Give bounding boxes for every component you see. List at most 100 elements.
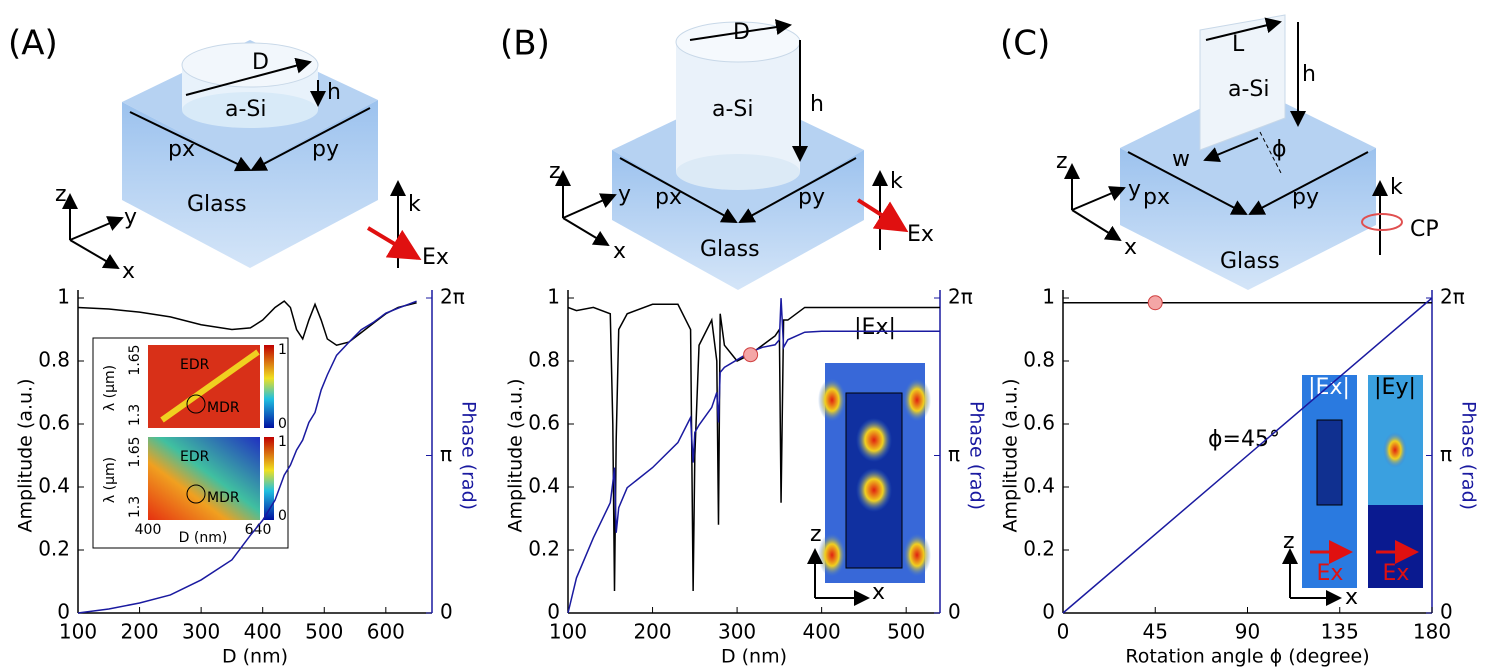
panel-label: (A): [8, 24, 58, 64]
inset-label: 400: [135, 522, 162, 538]
inset-label: λ (μm): [102, 457, 118, 503]
label: a-Si: [712, 97, 754, 122]
x-tick-label: 100: [59, 620, 97, 644]
y-axis-label: Amplitude (a.u.): [505, 379, 527, 533]
x-tick-label: 400: [244, 620, 282, 644]
y2-tick-label: 2π: [948, 285, 973, 309]
label: a-Si: [1228, 77, 1270, 102]
y-axis-label: Amplitude (a.u.): [15, 379, 37, 533]
label: Glass: [700, 237, 760, 262]
inset-label: |Ex|: [854, 315, 896, 340]
y-tick-label: 0: [57, 600, 70, 624]
label: ϕ: [1272, 137, 1287, 162]
label: k: [890, 169, 903, 194]
label: z: [55, 182, 67, 207]
y2-tick-label: π: [440, 442, 452, 466]
y-tick-label: 1: [1042, 285, 1055, 309]
y-tick-label: 0.6: [38, 411, 70, 435]
y-axis-label: Amplitude (a.u.): [1000, 379, 1022, 533]
label: h: [327, 80, 341, 105]
inset-label: MDR: [207, 490, 240, 506]
label: x: [1124, 235, 1137, 260]
diagrams: [62, 14, 1423, 606]
y2-tick-label: π: [948, 442, 960, 466]
highlight-marker: [743, 347, 759, 363]
label: Glass: [1220, 249, 1280, 274]
inset-label: MDR: [207, 400, 240, 416]
inset-label: Ex: [1383, 561, 1410, 586]
inset-label: 1: [278, 342, 287, 358]
x-tick-label: 45: [1143, 620, 1168, 644]
inset-label: D (nm): [179, 530, 228, 546]
y-tick-label: 0.2: [528, 537, 560, 561]
x-tick-label: 500: [305, 620, 343, 644]
label: y: [1128, 177, 1141, 202]
x-tick-label: 0: [1057, 620, 1070, 644]
x-axis-label: D (nm): [222, 646, 288, 668]
x-tick-label: 200: [633, 620, 671, 644]
y-tick-label: 0.8: [1023, 348, 1055, 372]
panel-label: (B): [500, 24, 550, 64]
inset-label: 1: [278, 434, 287, 450]
x-tick-label: 135: [1321, 620, 1359, 644]
inset-label: |Ey|: [1374, 375, 1416, 400]
x-tick-label: 200: [120, 620, 158, 644]
inset-label: 640: [245, 522, 272, 538]
x-tick-label: 180: [1413, 620, 1451, 644]
label: w: [1172, 147, 1190, 172]
label: Ex: [422, 245, 449, 270]
inset-label: Ex: [1317, 561, 1344, 586]
label: h: [810, 92, 824, 117]
highlight-marker: [1147, 295, 1163, 311]
inset-label: λ (μm): [102, 365, 118, 411]
y-tick-label: 0.6: [528, 411, 560, 435]
y2-tick-label: 2π: [1440, 285, 1465, 309]
series-line: [77, 300, 417, 614]
label: px: [168, 137, 195, 162]
y2-axis-label: Phase (rad): [458, 401, 480, 510]
y-tick-label: 0: [1042, 600, 1055, 624]
y-tick-label: 1: [547, 285, 560, 309]
y-tick-label: 0.4: [38, 474, 70, 498]
x-tick-label: 300: [718, 620, 756, 644]
y-tick-label: 0.2: [1023, 537, 1055, 561]
inset-label: x: [872, 580, 885, 605]
label: k: [408, 192, 421, 217]
inset-label: 1.65: [127, 344, 143, 375]
y-tick-label: 0.8: [38, 348, 70, 372]
label: Glass: [187, 192, 247, 217]
y2-axis-label: Phase (rad): [1458, 401, 1480, 510]
inset-label: 0: [278, 416, 287, 432]
y-tick-label: 1: [57, 285, 70, 309]
x-axis-label: D (nm): [721, 646, 787, 668]
inset-label: EDR: [180, 449, 210, 465]
inset-label: 1.3: [127, 496, 143, 518]
label: py: [1292, 185, 1319, 210]
label: k: [1390, 175, 1403, 200]
label: D: [733, 20, 750, 45]
series-line: [77, 300, 417, 347]
label: y: [618, 182, 631, 207]
y2-tick-label: 0: [1440, 600, 1453, 624]
label: py: [312, 137, 339, 162]
inset-label: 0: [278, 508, 287, 524]
panel-label: (C): [1000, 24, 1050, 64]
x-tick-label: 400: [803, 620, 841, 644]
x-axis-label: Rotation angle ϕ (degree): [1125, 646, 1369, 668]
x-tick-label: 90: [1235, 620, 1260, 644]
annotations: (A) D h a-Si px py Glass z y x k Ex EDR …: [8, 20, 1439, 610]
label: y: [124, 205, 137, 230]
label: Ex: [907, 222, 934, 247]
series-line: [567, 298, 940, 614]
label: z: [549, 159, 561, 184]
y-tick-label: 0.6: [1023, 411, 1055, 435]
x-tick-label: 600: [367, 620, 405, 644]
series-line: [567, 303, 940, 591]
y-tick-label: 0.8: [528, 348, 560, 372]
y-tick-label: 0: [547, 600, 560, 624]
inset-label: EDR: [180, 357, 210, 373]
label: z: [1056, 149, 1068, 174]
label: px: [1143, 185, 1170, 210]
inset-label: z: [1283, 529, 1295, 554]
